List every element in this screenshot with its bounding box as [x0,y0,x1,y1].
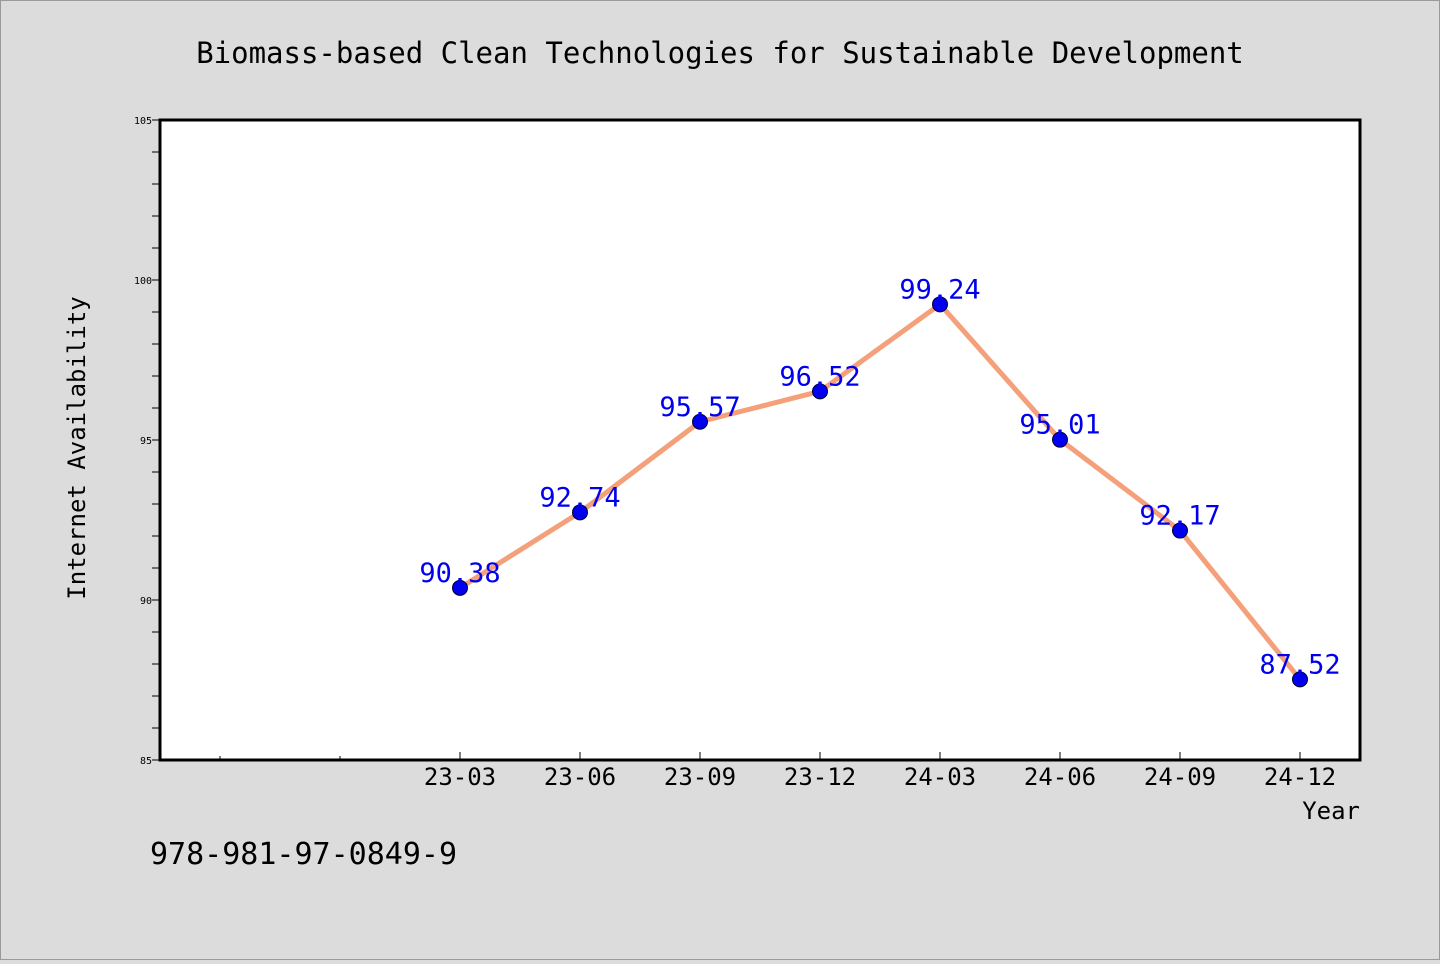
x-axis-label: Year [1302,797,1360,825]
x-tick-label: 24-03 [904,763,976,791]
data-point [1292,671,1308,688]
y-tick-label: 85 [140,756,152,767]
data-point [452,579,468,596]
data-point [932,296,948,313]
y-tick-label: 95 [140,436,152,447]
data-label: 95.01 [1019,410,1100,441]
data-point [812,383,828,400]
data-label: 87.52 [1259,649,1340,680]
y-axis-ticks: 85 90 95 100 105 [134,116,160,767]
data-label: 95.57 [659,392,740,423]
data-point [1052,431,1068,448]
x-tick-label: 23-09 [664,763,736,791]
series-layer: 90.38 92.74 95.57 96.52 99.24 95.01 92.17 87.52 [419,274,1341,688]
data-point [692,413,708,430]
data-label: 92.17 [1139,501,1220,532]
x-tick-label: 23-06 [544,763,616,791]
data-label: 92.74 [539,482,620,513]
y-tick-label: 90 [140,596,152,607]
x-tick-label: 24-09 [1144,763,1216,791]
series-line [457,301,1303,682]
y-tick-label: 100 [134,276,152,287]
x-tick-label: 23-03 [424,763,496,791]
isbn-footer: 978-981-97-0849-9 [150,837,457,872]
data-point [1172,522,1188,539]
plot-area [158,118,1362,762]
data-label: 99.24 [899,274,980,305]
data-label: 90.38 [419,558,500,589]
data-point [572,504,588,521]
chart-title: Biomass-based Clean Technologies for Sus… [196,36,1244,70]
y-tick-label: 105 [134,116,152,127]
x-tick-label: 23-12 [784,763,856,791]
x-tick-label: 24-12 [1264,763,1336,791]
y-axis-label: Internet Availability [63,296,91,599]
x-axis-ticks: 23-03 23-06 23-09 23-12 24-03 24-06 24-09 24-12 [219,752,1336,791]
x-tick-label: 24-06 [1024,763,1096,791]
data-label: 96.52 [779,361,860,392]
